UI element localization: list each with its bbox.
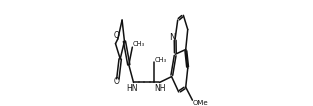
Text: NH: NH (154, 84, 166, 93)
Text: O: O (113, 31, 119, 40)
Text: OMe: OMe (193, 100, 209, 106)
Text: HN: HN (126, 84, 137, 93)
Text: CH₃: CH₃ (155, 56, 167, 63)
Text: CH₃: CH₃ (133, 41, 145, 47)
Text: O: O (113, 77, 119, 86)
Text: N: N (169, 33, 175, 42)
